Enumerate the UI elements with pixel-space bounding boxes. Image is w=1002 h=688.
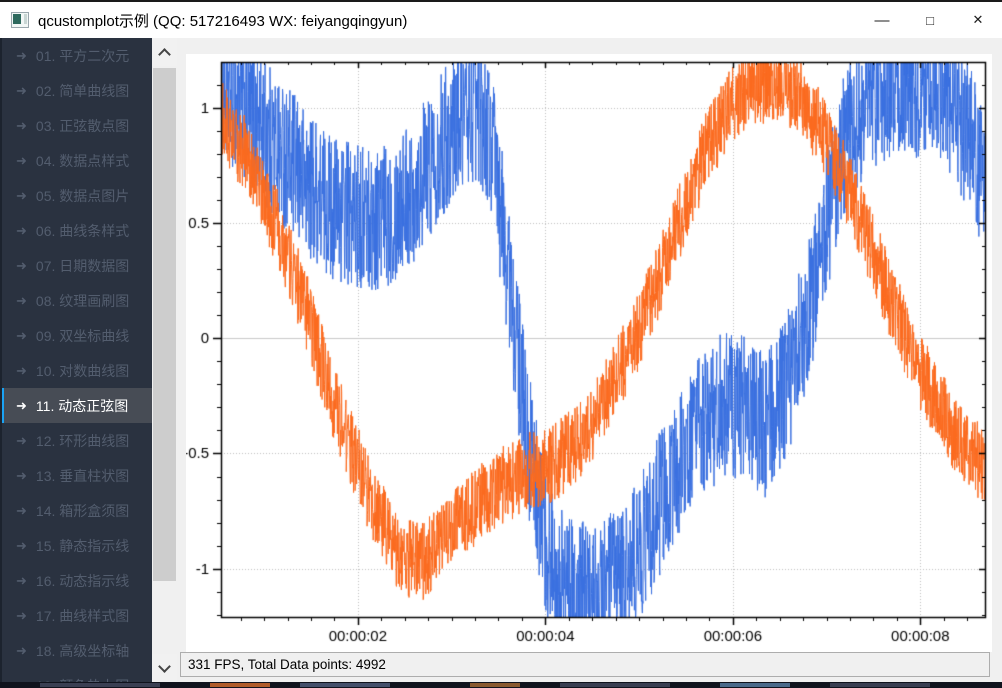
menu-arrow-icon: ➜: [16, 678, 27, 683]
scrollbar-thumb[interactable]: [153, 68, 176, 581]
menu-arrow-icon: ➜: [16, 47, 27, 63]
menu-arrow-icon: ➜: [16, 82, 27, 98]
sidebar-item-label: 19. 颜色热力图: [36, 676, 129, 683]
dynamic-sine-chart[interactable]: [186, 54, 992, 652]
sidebar-item-label: 13. 垂直柱状图: [35, 467, 130, 484]
sidebar-item-18[interactable]: ➜ 18. 高级坐标轴: [2, 633, 152, 668]
menu-arrow-icon: ➜: [16, 327, 27, 343]
menu-arrow-icon: ➜: [16, 292, 27, 308]
menu-arrow-icon: ➜: [16, 467, 27, 483]
menu-arrow-icon: ➜: [16, 397, 27, 413]
sidebar-item-label: 15. 静态指示线: [35, 537, 130, 554]
menu-arrow-icon: ➜: [16, 642, 27, 658]
sidebar-item-19[interactable]: ➜ 19. 颜色热力图: [2, 668, 152, 683]
sidebar-menu: ➜ 01. 平方二次元 ➜ 02. 简单曲线图 ➜ 03. 正弦散点图 ➜ 04. 数据点样式…: [0, 38, 152, 682]
fps-status-text: 331 FPS, Total Data points: 4992: [188, 657, 386, 672]
menu-arrow-icon: ➜: [16, 257, 27, 273]
menu-arrow-icon: ➜: [16, 362, 27, 378]
menu-arrow-icon: ➜: [16, 117, 27, 133]
sidebar-item-label: 12. 环形曲线图: [35, 432, 130, 449]
sidebar-item-16[interactable]: ➜ 16. 动态指示线: [2, 563, 152, 598]
sidebar-item-05[interactable]: ➜ 05. 数据点图片: [2, 178, 152, 213]
window-titlebar: qcustomplot示例 (QQ: 517216493 WX: feiyang…: [0, 0, 1002, 38]
sidebar-item-08[interactable]: ➜ 08. 纹理画刷图: [2, 283, 152, 318]
close-button[interactable]: ✕: [972, 12, 984, 27]
minimize-button[interactable]: —: [874, 11, 890, 29]
sidebar-item-13[interactable]: ➜ 13. 垂直柱状图: [2, 458, 152, 493]
menu-arrow-icon: ➜: [16, 187, 27, 203]
main-area: 331 FPS, Total Data points: 4992: [177, 38, 1002, 682]
sidebar-item-07[interactable]: ➜ 07. 日期数据图: [2, 248, 152, 283]
menu-arrow-icon: ➜: [16, 537, 27, 553]
status-bar: 331 FPS, Total Data points: 4992: [180, 652, 990, 677]
chevron-down-icon: [158, 659, 171, 673]
sidebar-item-label: 14. 箱形盒须图: [35, 502, 130, 519]
sidebar-item-label: 08. 纹理画刷图: [35, 292, 130, 309]
sidebar-item-label: 01. 平方二次元: [35, 47, 130, 64]
background-window-strip: [0, 682, 1002, 688]
sidebar-item-06[interactable]: ➜ 06. 曲线条样式: [2, 213, 152, 248]
menu-arrow-icon: ➜: [16, 432, 27, 448]
menu-arrow-icon: ➜: [16, 502, 27, 518]
sidebar-item-label: 11. 动态正弦图: [35, 397, 129, 414]
sidebar-item-15[interactable]: ➜ 15. 静态指示线: [2, 528, 152, 563]
sidebar-item-17[interactable]: ➜ 17. 曲线样式图: [2, 598, 152, 633]
maximize-button[interactable]: □: [926, 12, 934, 28]
menu-arrow-icon: ➜: [16, 572, 27, 588]
sidebar-item-03[interactable]: ➜ 03. 正弦散点图: [2, 108, 152, 143]
sidebar-item-10[interactable]: ➜ 10. 对数曲线图: [2, 353, 152, 388]
sidebar-item-09[interactable]: ➜ 09. 双坐标曲线: [2, 318, 152, 353]
sidebar-item-label: 16. 动态指示线: [35, 572, 130, 589]
sidebar-item-label: 05. 数据点图片: [35, 187, 130, 204]
menu-arrow-icon: ➜: [16, 152, 27, 168]
sidebar-item-02[interactable]: ➜ 02. 简单曲线图: [2, 73, 152, 108]
menu-arrow-icon: ➜: [16, 222, 27, 238]
sidebar-item-01[interactable]: ➜ 01. 平方二次元: [2, 38, 152, 73]
window-controls: — □ ✕: [858, 2, 1002, 38]
sidebar-item-label: 18. 高级坐标轴: [35, 642, 130, 659]
window-title: qcustomplot示例 (QQ: 517216493 WX: feiyang…: [38, 12, 408, 30]
sidebar-item-label: 10. 对数曲线图: [35, 362, 130, 379]
sidebar-item-label: 03. 正弦散点图: [35, 117, 130, 134]
sidebar-item-label: 06. 曲线条样式: [35, 222, 130, 239]
sidebar-item-14[interactable]: ➜ 14. 箱形盒须图: [2, 493, 152, 528]
sidebar-item-label: 07. 日期数据图: [35, 257, 130, 274]
sidebar-item-label: 02. 简单曲线图: [35, 82, 130, 99]
sidebar-item-label: 04. 数据点样式: [35, 152, 130, 169]
scrollbar-up-button[interactable]: [152, 38, 177, 66]
sidebar-item-label: 09. 双坐标曲线: [35, 327, 130, 344]
sidebar-item-04[interactable]: ➜ 04. 数据点样式: [2, 143, 152, 178]
scrollbar-down-button[interactable]: [152, 654, 177, 682]
sidebar-item-11[interactable]: ➜ 11. 动态正弦图: [2, 388, 152, 423]
app-icon: [11, 12, 29, 28]
sidebar-item-label: 17. 曲线样式图: [35, 607, 130, 624]
sidebar-scrollbar[interactable]: [152, 38, 177, 682]
menu-arrow-icon: ➜: [16, 607, 27, 623]
chevron-up-icon: [158, 47, 171, 61]
sidebar-item-12[interactable]: ➜ 12. 环形曲线图: [2, 423, 152, 458]
